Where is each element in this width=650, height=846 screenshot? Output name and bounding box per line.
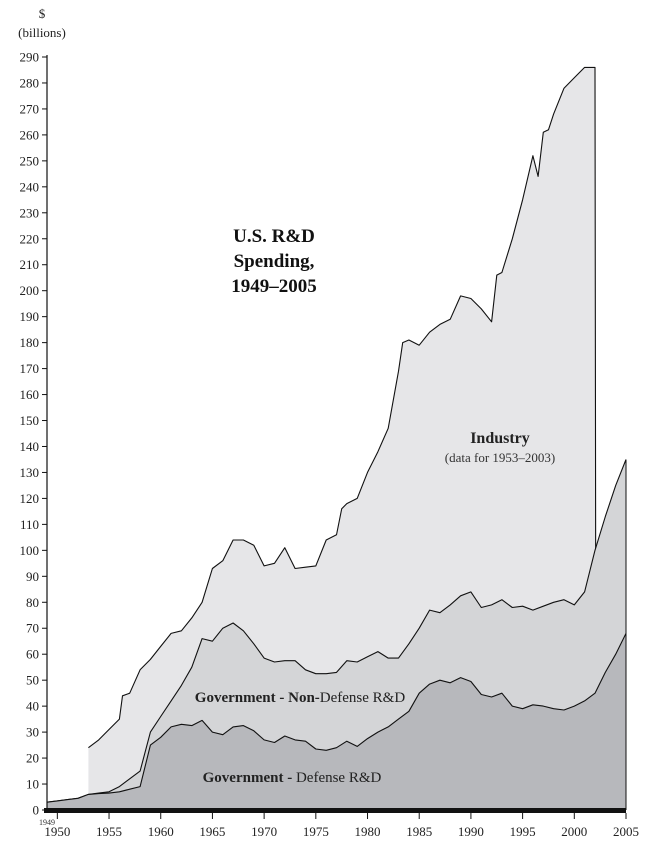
defense-label-rest: Defense R&D (296, 770, 382, 786)
y-unit-label: (billions) (18, 25, 66, 40)
y-tick-label: 150 (20, 413, 40, 428)
y-tick-label: 240 (20, 179, 40, 194)
x-tick-label: 1970 (251, 824, 277, 839)
chart-title-line-2: Spending, (234, 251, 315, 272)
y-tick-label: 210 (20, 257, 40, 272)
y-tick-label: 130 (20, 465, 40, 480)
y-tick-label: 0 (33, 803, 40, 818)
line-government-non-defense-r-d (46, 459, 627, 803)
y-tick-label: 290 (20, 50, 40, 65)
y-tick-label: 40 (26, 699, 39, 714)
y-tick-label: 280 (20, 75, 40, 90)
x-tick-label: 1995 (510, 824, 536, 839)
industry-note: (data for 1953–2003) (445, 450, 555, 465)
y-tick-label: 180 (20, 335, 40, 350)
y-tick-label: 200 (20, 283, 40, 298)
line-government-defense-r-d (46, 633, 627, 803)
x-axis-band (44, 808, 626, 813)
y-tick-label: 50 (26, 673, 39, 688)
x-tick-label: 1950 (44, 824, 70, 839)
x-tick-label: 1975 (303, 824, 329, 839)
y-tick-label: 270 (20, 101, 40, 116)
y-tick-label: 220 (20, 231, 40, 246)
x-tick-label: 1985 (406, 824, 432, 839)
x-tick-label: 1965 (199, 824, 225, 839)
y-tick-label: 80 (26, 595, 39, 610)
y-tick-label: 90 (26, 569, 39, 584)
defense-label: Government - Defense R&D (203, 770, 382, 786)
x-tick-label: 1960 (148, 824, 174, 839)
non-defense-label-rest: Defense R&D (320, 690, 406, 706)
y-tick-label: 100 (20, 543, 40, 558)
defense-label-bold: Government - (203, 770, 296, 786)
y-axis: 0 10 20 30 40 50 60 70 80 90 100 110 120 130 140 150 160… (20, 50, 48, 818)
x-tick-label: 2005 (613, 824, 639, 839)
y-tick-label: 110 (20, 517, 39, 532)
x-tick-label: 1980 (355, 824, 381, 839)
x-tick-label: 2000 (561, 824, 587, 839)
non-defense-label-bold: Government - Non- (195, 690, 320, 706)
y-tick-label: 230 (20, 205, 40, 220)
area-government-defense-r-d (47, 633, 626, 810)
chart-title-line-3: 1949–2005 (231, 276, 317, 297)
area-layers (46, 66, 627, 811)
y-tick-label: 140 (20, 439, 40, 454)
chart-title-line-1: U.S. R&D (233, 226, 315, 247)
y-tick-label: 250 (20, 153, 40, 168)
industry-label: Industry (470, 430, 530, 447)
x-axis: 1950 1955 1960 1965 1970 1975 1980 1985 1990 1995… (44, 808, 639, 839)
y-tick-label: 170 (20, 361, 40, 376)
x-tick-label: 1990 (458, 824, 484, 839)
non-defense-label: Government - Non-Defense R&D (195, 690, 406, 706)
y-tick-label: 160 (20, 387, 40, 402)
y-unit-symbol: $ (39, 6, 46, 21)
line-industry (88, 66, 597, 811)
y-tick-label: 30 (26, 725, 39, 740)
y-tick-label: 120 (20, 491, 40, 506)
y-tick-label: 190 (20, 309, 40, 324)
y-tick-label: 260 (20, 127, 40, 142)
x-tick-label: 1955 (96, 824, 122, 839)
y-tick-label: 10 (26, 777, 39, 792)
y-tick-label: 20 (26, 751, 39, 766)
y-tick-label: 60 (26, 647, 39, 662)
x-start-label: 1949 (39, 818, 55, 827)
y-tick-label: 70 (26, 621, 39, 636)
